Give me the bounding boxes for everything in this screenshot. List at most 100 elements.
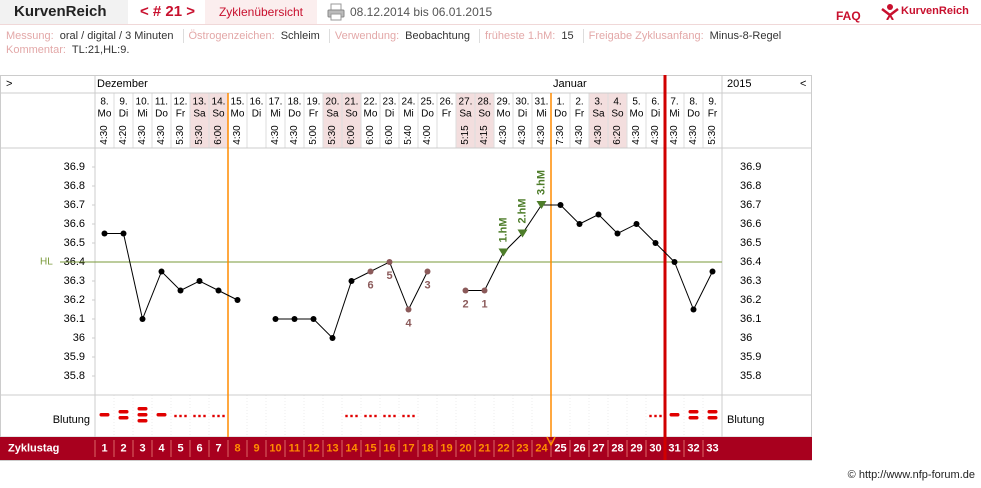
comment-label: Kommentar: [6, 44, 66, 56]
weekend-shade [475, 93, 494, 148]
print-icon[interactable] [327, 3, 345, 21]
weekday-label: Fr [442, 109, 452, 120]
cycle-day: 10 [269, 442, 281, 454]
day-label: 7. [670, 97, 678, 108]
bleeding-mark [156, 413, 167, 417]
bleeding-dash [118, 410, 129, 414]
time-label: 6:00 [365, 125, 376, 145]
weekend-shade [608, 93, 627, 148]
bleeding-dot [383, 414, 386, 418]
info-label: Messung: [6, 30, 54, 42]
hm-label: 2.hM [516, 198, 528, 223]
y-tick-label-right: 36.8 [740, 180, 761, 192]
bleeding-dash [707, 416, 718, 420]
point [633, 221, 640, 227]
cycle-day: 31 [668, 442, 680, 454]
point [177, 287, 184, 294]
faq-link[interactable]: FAQ [836, 9, 861, 23]
y-tick-label-right: 36.3 [740, 275, 761, 287]
header: KurvenReich < # 21 > Zyklenübersicht 08.… [0, 0, 981, 25]
point [291, 316, 298, 322]
count-label: 3 [424, 279, 430, 291]
weekday-label: So [478, 109, 491, 120]
bleeding-dot [407, 414, 410, 418]
point [158, 268, 165, 275]
bleeding-mark [383, 414, 396, 418]
point [234, 297, 241, 303]
cycle-nav[interactable]: < # 21 > [140, 3, 196, 20]
weekday-label: Do [687, 109, 700, 120]
excluded-point [424, 268, 431, 275]
day-label: 9. [708, 97, 716, 108]
point [101, 230, 108, 237]
bleeding-dot [222, 414, 225, 418]
excluded-point [367, 268, 374, 275]
info-label: Östrogenzeichen: [182, 29, 275, 43]
time-label: 6:00 [384, 125, 395, 145]
day-label: 25. [421, 97, 435, 108]
weekday-label: So [611, 109, 624, 120]
day-label: 31. [535, 97, 549, 108]
time-label: 7:30 [555, 125, 566, 145]
bleeding-mark [212, 414, 225, 418]
bleeding-dot [217, 414, 220, 418]
day-label: 21. [345, 97, 359, 108]
y-tick-label-right: 35.9 [740, 351, 761, 363]
time-label: 4:30 [669, 125, 680, 145]
count-label: 5 [386, 270, 392, 282]
nav-prev[interactable]: > [6, 78, 12, 90]
weekday-label: Do [554, 109, 567, 120]
weekday-label: Mo [630, 109, 644, 120]
bleeding-dot [393, 414, 396, 418]
bleeding-mark [402, 414, 415, 418]
nav-next[interactable]: < [800, 78, 806, 90]
time-label: 6:00 [213, 125, 224, 145]
cycle-day: 23 [516, 442, 528, 454]
weekday-label: Fr [708, 109, 718, 120]
day-label: 2. [575, 97, 583, 108]
info-label: Verwendung: [328, 29, 399, 43]
day-label: 20. [326, 97, 340, 108]
hm-point [536, 201, 547, 209]
time-label: 4:30 [650, 125, 661, 145]
info-value: Schleim [280, 30, 320, 42]
day-label: 1. [556, 97, 564, 108]
weekday-label: Mo [98, 109, 112, 120]
cycle-day: 12 [307, 442, 319, 454]
hm-point [498, 248, 509, 257]
bleeding-dot [350, 414, 353, 418]
count-label: 4 [405, 317, 412, 329]
y-tick-label-right: 36.4 [740, 256, 761, 268]
bleeding-dot [179, 414, 182, 418]
bleeding-dash [137, 407, 148, 411]
cycle-day: 25 [554, 442, 566, 454]
weekday-label: Di [385, 109, 394, 120]
day-label: 18. [288, 97, 302, 108]
point [329, 335, 336, 341]
overview-link[interactable]: Zyklenübersicht [205, 0, 317, 24]
logo-text[interactable]: KurvenReich [901, 5, 969, 17]
point [709, 268, 716, 275]
y-tick-label-right: 36.2 [740, 294, 761, 306]
day-label: 17. [269, 97, 283, 108]
cycle-day: 15 [364, 442, 376, 454]
y-tick-label: 35.8 [64, 370, 85, 382]
y-tick-label: 36.7 [64, 199, 85, 211]
bleeding-mark [137, 407, 148, 423]
time-label: 4:00 [422, 125, 433, 145]
count-label: 2 [462, 298, 468, 310]
weekday-label: Mo [231, 109, 245, 120]
point [652, 240, 659, 246]
brand[interactable]: KurvenReich [0, 0, 128, 24]
bleeding-label-right: Blutung [727, 414, 764, 426]
cycle-day: 19 [440, 442, 452, 454]
weekday-label: Fr [176, 109, 186, 120]
cycle-day: 3 [139, 442, 145, 454]
bleeding-mark [345, 414, 358, 418]
logo-icon [881, 4, 899, 20]
time-label: 4:30 [232, 125, 243, 145]
cycle-day: 26 [573, 442, 585, 454]
time-label: 5:30 [327, 125, 338, 145]
time-label: 4:30 [536, 125, 547, 145]
y-tick-label-right: 36.1 [740, 313, 761, 325]
